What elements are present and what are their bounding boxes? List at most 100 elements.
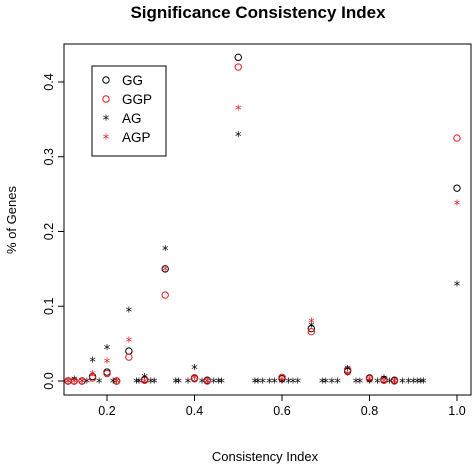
y-axis: 0.0 0.1 0.2 0.3 0.4 — [42, 73, 64, 390]
point-ag: * — [417, 377, 424, 392]
point-ag: * — [151, 377, 158, 392]
point-ag: * — [323, 377, 330, 392]
point-agp: * — [454, 199, 461, 214]
point-ag: * — [454, 279, 461, 294]
point-ag: * — [414, 377, 421, 392]
point-ag: * — [136, 377, 143, 392]
data-marks: * * ********** * ***** **** ******* ** * ****** * *… — [64, 53, 461, 392]
point-ag: * — [172, 377, 179, 392]
legend-label: GG — [122, 73, 143, 88]
point-ag: * — [295, 377, 302, 392]
point-gg — [453, 184, 461, 192]
point-ag: * — [279, 377, 286, 392]
point-ag: * — [65, 377, 72, 392]
point-ag: * — [329, 377, 336, 392]
point-ggp — [190, 375, 199, 383]
point-ag: * — [71, 374, 78, 389]
point-ag: * — [266, 377, 273, 392]
point-agp: * — [191, 373, 198, 388]
point-ag: * — [285, 377, 292, 392]
point-ggp — [343, 366, 352, 374]
point-ag: * — [290, 377, 297, 392]
x-tick-label: 0.2 — [98, 404, 115, 418]
plot-frame — [63, 43, 472, 396]
point-ag: * — [176, 377, 183, 392]
point-ag: * — [255, 377, 262, 392]
point-ag: * — [126, 305, 133, 320]
point-agp: * — [71, 377, 78, 392]
legend-entry-gg: GG — [102, 73, 143, 88]
legend-entry-ag: * AG — [103, 111, 142, 129]
point-ag: * — [391, 377, 398, 392]
point-ag: * — [334, 377, 341, 392]
point-agp: * — [113, 377, 120, 392]
point-ag: * — [148, 377, 155, 392]
point-ag: * — [191, 363, 198, 378]
point-agp: * — [162, 264, 169, 279]
legend-box — [91, 65, 167, 157]
point-agp: * — [235, 104, 242, 119]
point-ggp — [365, 375, 374, 383]
point-ag: * — [308, 320, 315, 335]
x-axis: 0.2 0.4 0.6 0.8 1.0 — [98, 395, 466, 418]
point-ag: * — [110, 377, 117, 392]
legend-label: GGP — [122, 92, 152, 107]
point-ag: * — [96, 377, 103, 392]
point-ggp — [88, 374, 97, 382]
point-ggp — [203, 377, 211, 385]
y-tick-label: 0.3 — [42, 148, 56, 165]
point-ag: * — [252, 377, 259, 392]
point-ggp — [234, 63, 242, 71]
y-tick-label: 0.4 — [42, 73, 56, 90]
point-ag: * — [344, 364, 351, 379]
point-agp: * — [126, 335, 133, 350]
point-ag: * — [185, 377, 192, 392]
legend-entry-ggp: GGP — [102, 92, 152, 107]
point-ag: * — [113, 377, 120, 392]
point-ag: * — [199, 377, 206, 392]
point-ag: * — [410, 377, 417, 392]
y-axis-label: % of Genes — [4, 186, 19, 254]
point-ag: * — [374, 377, 381, 392]
point-agp: * — [104, 356, 111, 371]
point-ggp — [112, 377, 121, 385]
legend-marker: * — [103, 133, 110, 148]
point-ag: * — [218, 377, 225, 392]
point-ag: * — [381, 374, 388, 389]
x-tick-label: 0.8 — [361, 404, 378, 418]
point-ag: * — [357, 377, 364, 392]
point-ggp — [380, 376, 388, 384]
series-ag: * * ********** * ***** **** ******* ** * ****** * *… — [65, 130, 461, 392]
point-ggp — [390, 377, 399, 385]
series-agp: * * * ******* ***** * * ** — [65, 104, 461, 392]
point-ggp — [103, 369, 111, 378]
point-gg — [161, 265, 169, 273]
point-agp: * — [204, 377, 211, 392]
legend-marker — [102, 76, 110, 84]
point-ggp — [125, 353, 133, 361]
point-gg — [234, 53, 242, 62]
chart-title: Significance Consistency Index — [130, 3, 386, 22]
point-agp: * — [141, 377, 148, 392]
point-ag: * — [386, 377, 393, 392]
point-ag: * — [141, 372, 148, 387]
legend-marker — [102, 95, 110, 103]
point-ag: * — [84, 377, 91, 392]
point-ag: * — [319, 377, 326, 392]
point-ggp — [278, 373, 286, 381]
point-ag: * — [405, 377, 412, 392]
point-ag: * — [211, 377, 218, 392]
x-axis-label: Consistency Index — [212, 449, 319, 464]
point-ag: * — [89, 356, 96, 371]
legend-entry-agp: * AGP — [103, 130, 151, 148]
point-ggp — [307, 327, 316, 336]
legend: GG GGP * AG * AGP — [91, 65, 167, 157]
point-ag: * — [79, 377, 86, 392]
x-tick-label: 0.6 — [273, 404, 290, 418]
point-ggp — [140, 376, 149, 384]
point-agp: * — [308, 317, 315, 332]
point-gg — [307, 324, 316, 333]
point-ag: * — [353, 377, 360, 392]
point-ag: * — [271, 377, 278, 392]
